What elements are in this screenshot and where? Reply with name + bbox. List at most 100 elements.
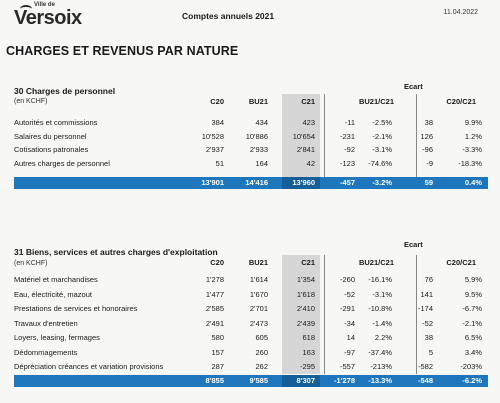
cell-p1: -16.1% [368, 275, 392, 284]
cell-p2: 6.5% [464, 333, 482, 342]
total-row: 13'901 14'416 13'960 -457 -3.2% 59 0.4% [14, 177, 488, 189]
logo-big-text: Versoix [14, 7, 82, 29]
cell-c20: 2'585 [205, 304, 224, 313]
cell-d1: -291 [339, 304, 355, 313]
cell-c20: 10'528 [201, 131, 224, 141]
cell-c21: 10'654 [292, 131, 315, 141]
row-label: Autorités et commissions [14, 118, 98, 127]
total-row: 8'855 9'585 8'307 -1'278 -13.3% -548 -6.2% [14, 375, 488, 387]
section-title: 31 Biens, services et autres charges d'e… [14, 247, 218, 257]
total-p2: 0.4% [464, 178, 482, 187]
versoix-logo: Ville de Versoix [14, 2, 104, 29]
cell-p2: -18.3% [458, 158, 482, 168]
column-header-c20-c21: C20/C21 [446, 258, 476, 267]
table-row: Salaires du personnel 10'528 10'886 10'654 -… [6, 132, 488, 144]
cell-d1: 14 [346, 333, 355, 342]
table-row: Dépréciation créances et variation provi… [6, 362, 488, 374]
column-header-c20-c21: C20/C21 [446, 97, 476, 106]
cell-d1: -34 [344, 318, 355, 328]
total-p1: -13.3% [368, 376, 392, 385]
total-d1: -1'278 [334, 376, 355, 385]
column-header-c20: C20 [210, 97, 224, 106]
row-label: Salaires du personnel [14, 131, 87, 141]
cell-c21: 2'841 [296, 145, 315, 154]
main-heading: CHARGES ET REVENUS PAR NATURE [6, 44, 239, 58]
cell-p2: 3.4% [464, 347, 482, 357]
cell-c21: -295 [299, 362, 315, 371]
cell-bu21: 434 [255, 118, 268, 127]
cell-d1: -97 [344, 347, 355, 357]
total-bu21: 14'416 [245, 178, 268, 187]
ecart-label: Ecart [404, 240, 423, 249]
cell-c21: 2'439 [296, 318, 315, 328]
table-row: Loyers, leasing, fermages 580 605 618 14 2.2%… [6, 333, 488, 345]
cell-bu21: 1'670 [249, 289, 268, 299]
cell-p1: -3.1% [372, 289, 392, 299]
section-unit: (en KCHF) [14, 260, 48, 267]
cell-d1: -92 [344, 145, 355, 154]
table-row: Autorités et commissions 384 434 423 -11 -2.5… [6, 118, 488, 130]
section-charges-personnel: 30 Charges de personnel (en KCHF) Ecart C20… [6, 80, 488, 192]
cell-c20: 580 [211, 333, 224, 342]
separator-before-ecart [324, 255, 325, 374]
section-biens-services: 31 Biens, services et autres charges d'e… [6, 240, 488, 388]
table-row: Eau, électricité, mazout 1'477 1'670 1'618 -… [6, 290, 488, 302]
row-label: Cotisations patronales [14, 145, 89, 154]
separator-between-ecarts [416, 255, 417, 374]
cell-bu21: 2'473 [249, 318, 268, 328]
cell-c20: 1'477 [205, 289, 224, 299]
total-p1: -3.2% [372, 178, 392, 187]
row-label: Travaux d'entretien [14, 318, 78, 328]
cell-c21: 1'618 [296, 289, 315, 299]
column-header-bu21-c21: BU21/C21 [358, 258, 394, 267]
cell-bu21: 262 [255, 362, 268, 371]
cell-d1: -123 [339, 158, 355, 168]
section-unit: (en KCHF) [14, 98, 48, 105]
logo-small-text: Ville de [34, 2, 55, 8]
total-d2: 59 [424, 178, 433, 187]
row-label: Prestations de services et honoraires [14, 304, 138, 313]
cell-d2: 126 [420, 131, 433, 141]
cell-p1: -1.4% [372, 318, 392, 328]
table-row: Autres charges de personnel 51 164 42 -123 -7… [6, 159, 488, 171]
total-p2: -6.2% [462, 376, 482, 385]
total-c20: 13'901 [201, 178, 224, 187]
total-d1: -457 [339, 178, 355, 187]
cell-d2: 38 [424, 333, 433, 342]
cell-c21: 423 [302, 118, 315, 127]
row-label: Loyers, leasing, fermages [14, 333, 100, 342]
table-row: Prestations de services et honoraires 2'5… [6, 304, 488, 316]
cell-bu21: 1'614 [249, 275, 268, 284]
cell-p2: -203% [460, 362, 482, 371]
row-label: Dépréciation créances et variation provi… [14, 362, 164, 371]
cell-d1: -260 [339, 275, 355, 284]
cell-bu21: 2'933 [249, 145, 268, 154]
cell-c20: 157 [211, 347, 224, 357]
row-label: Dédommagements [14, 347, 78, 357]
row-label: Eau, électricité, mazout [14, 289, 92, 299]
total-c21-shade [282, 375, 320, 387]
column-header-bu21: BU21 [248, 97, 268, 106]
cell-c20: 2'491 [205, 318, 224, 328]
cell-p2: 1.2% [464, 131, 482, 141]
cell-d2: -96 [422, 145, 433, 154]
cell-d2: -174 [417, 304, 433, 313]
cell-c20: 51 [215, 158, 224, 168]
cell-p2: -6.7% [462, 304, 482, 313]
cell-d1: -11 [344, 118, 355, 127]
cell-c20: 384 [211, 118, 224, 127]
cell-bu21: 10'886 [245, 131, 268, 141]
cell-c21: 42 [306, 158, 315, 168]
cell-p1: 2.2% [374, 333, 392, 342]
cell-d1: -52 [344, 289, 355, 299]
cell-p1: -10.8% [368, 304, 392, 313]
cell-c20: 287 [211, 362, 224, 371]
table-row: Travaux d'entretien 2'491 2'473 2'439 -34 -1.… [6, 319, 488, 331]
cell-c21: 618 [302, 333, 315, 342]
row-label: Matériel et marchandises [14, 275, 98, 284]
ecart-label: Ecart [404, 82, 423, 91]
column-header-c21: C21 [301, 258, 315, 267]
cell-p1: -74.6% [368, 158, 392, 168]
separator-between-ecarts [416, 94, 417, 178]
